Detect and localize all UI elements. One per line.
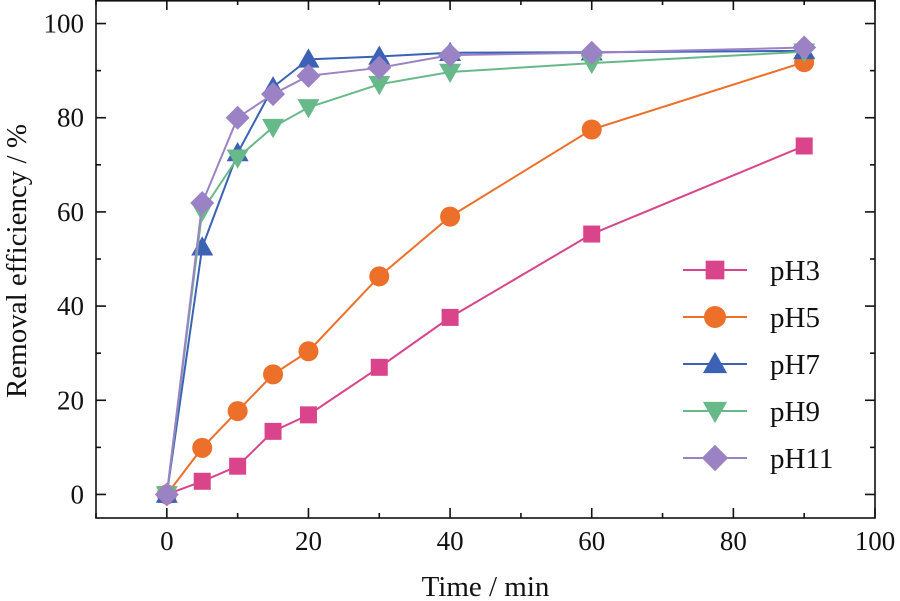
x-axis-title: Time / min bbox=[422, 571, 550, 601]
legend-marker bbox=[701, 444, 729, 472]
data-point bbox=[370, 358, 388, 376]
legend-marker bbox=[702, 351, 728, 374]
data-point bbox=[191, 236, 214, 256]
series-pH3 bbox=[158, 137, 813, 503]
data-point bbox=[296, 63, 321, 88]
data-point bbox=[227, 401, 248, 422]
legend-item: pH9 bbox=[683, 396, 820, 428]
x-tick-label: 60 bbox=[578, 526, 605, 556]
y-tick-label: 60 bbox=[57, 197, 84, 227]
data-point bbox=[262, 118, 285, 139]
legend-label: pH3 bbox=[770, 255, 820, 287]
legend-marker bbox=[705, 260, 725, 280]
data-point bbox=[226, 149, 249, 169]
x-tick-label: 100 bbox=[855, 526, 896, 556]
legend-label: pH11 bbox=[770, 443, 833, 475]
data-point bbox=[192, 437, 213, 458]
data-point bbox=[264, 422, 282, 440]
data-point bbox=[190, 190, 215, 215]
data-point bbox=[229, 457, 247, 475]
data-point bbox=[438, 43, 463, 68]
data-point bbox=[441, 308, 459, 326]
series-pH11 bbox=[154, 35, 817, 507]
data-point bbox=[795, 137, 813, 155]
data-point bbox=[261, 82, 286, 107]
data-point bbox=[367, 55, 392, 80]
tick-labels: 0 20 40 60 80 100 0 20 40 60 80 100 bbox=[44, 9, 896, 556]
y-axis-title: Removal efficiency / % bbox=[1, 124, 33, 398]
data-point bbox=[225, 105, 250, 130]
data-point bbox=[583, 225, 601, 243]
data-point bbox=[297, 48, 320, 68]
legend-item: pH11 bbox=[683, 443, 833, 475]
legend-item: pH7 bbox=[683, 349, 820, 381]
y-tick-label: 0 bbox=[71, 479, 85, 509]
y-tick-label: 100 bbox=[44, 9, 85, 39]
y-tick-label: 80 bbox=[57, 103, 84, 133]
y-tick-label: 40 bbox=[57, 291, 84, 321]
legend-marker bbox=[702, 401, 728, 424]
legend-label: pH7 bbox=[770, 349, 820, 381]
data-point bbox=[368, 76, 391, 96]
data-point bbox=[581, 119, 602, 140]
data-point bbox=[439, 63, 462, 84]
data-point bbox=[579, 40, 604, 65]
plot-frame bbox=[95, 0, 876, 519]
data-point bbox=[298, 341, 319, 362]
data-point bbox=[263, 364, 284, 385]
x-tick-label: 40 bbox=[437, 526, 464, 556]
data-point bbox=[299, 406, 317, 424]
x-tick-label: 80 bbox=[720, 526, 747, 556]
plot-area: pH3 pH5 pH7 pH9 pH11 bbox=[95, 0, 876, 519]
x-tick-label: 0 bbox=[160, 526, 174, 556]
legend: pH3 pH5 pH7 pH9 pH11 bbox=[683, 255, 833, 475]
data-point bbox=[297, 99, 320, 119]
data-point bbox=[193, 472, 211, 490]
data-point bbox=[369, 266, 390, 287]
legend-label: pH9 bbox=[770, 396, 820, 428]
data-point bbox=[154, 482, 179, 507]
series-layer bbox=[154, 35, 817, 507]
x-tick-label: 20 bbox=[295, 526, 322, 556]
data-point bbox=[792, 35, 817, 60]
legend-item: pH3 bbox=[683, 255, 820, 287]
y-tick-label: 20 bbox=[57, 385, 84, 415]
data-point bbox=[368, 45, 391, 65]
legend-item: pH5 bbox=[683, 302, 820, 334]
axis-ticks bbox=[95, 0, 876, 518]
legend-label: pH5 bbox=[770, 302, 820, 334]
legend-marker bbox=[704, 306, 726, 328]
data-point bbox=[440, 206, 461, 227]
